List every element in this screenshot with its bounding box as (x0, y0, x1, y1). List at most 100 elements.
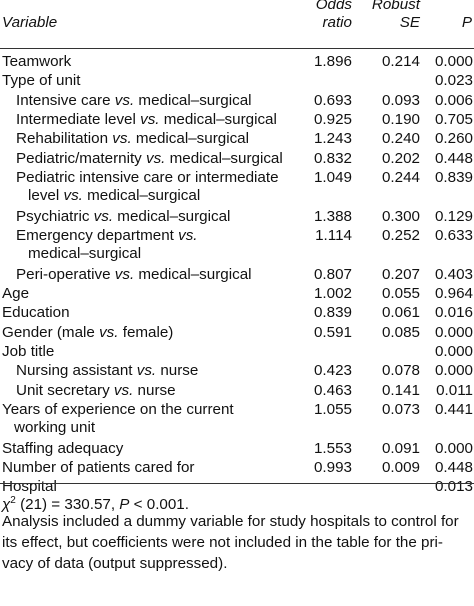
robust-se-value: 0.055 (381, 285, 420, 302)
row-label-line: Job title (2, 342, 55, 360)
odds-ratio-value: 1.553 (313, 439, 352, 457)
row-label-line: level vs. medical–surgical (28, 187, 201, 205)
robust-se-value: 0.244 (381, 168, 420, 186)
robust-se-value: 0.073 (381, 400, 420, 418)
header-odds-line1: Odds (315, 0, 352, 13)
row-label: Type of unit (2, 72, 81, 91)
bottom-rule (0, 483, 474, 484)
p-value: 0.839 (434, 168, 473, 186)
row-label-line: Unit secretary vs. nurse (16, 381, 176, 399)
header-se-line2: SE (399, 14, 420, 31)
odds-ratio-value: 0.423 (313, 362, 352, 380)
table-row: Rehabilitation vs. medical–surgical 1.243… (0, 130, 474, 149)
row-label: Intensive care vs. medical–surgical (16, 92, 252, 111)
row-label: Age (2, 285, 29, 304)
table-row: Nursing assistant vs. nurse 0.423 0.078 0.0… (0, 362, 474, 381)
p-value: 0.023 (434, 72, 473, 90)
p-value: 0.448 (434, 458, 473, 476)
row-label: Nursing assistant vs. nurse (16, 362, 198, 381)
row-label-line: Number of patients cared for (2, 458, 195, 476)
row-label-line: Age (2, 285, 30, 302)
row-label-line: Teamwork (2, 53, 72, 70)
p-value: 0.016 (434, 304, 473, 322)
table-row: Number of patients cared for 0.993 0.009 0.… (0, 459, 474, 478)
robust-se-value: 0.240 (381, 130, 420, 148)
odds-ratio-value: 1.049 (313, 168, 352, 186)
row-label-line: Pediatric intensive care or intermediate (16, 168, 279, 186)
robust-se-value: 0.141 (381, 381, 420, 399)
odds-ratio-value: 1.243 (313, 130, 352, 148)
header-p: P (461, 14, 472, 31)
table-row: Unit secretary vs. nurse 0.463 0.141 0.011 (0, 382, 474, 401)
row-label-line: Emergency department vs. (16, 226, 198, 244)
row-label: Pediatric intensive care or intermediate… (16, 169, 279, 206)
odds-ratio-value: 0.463 (313, 381, 352, 399)
footnote-line: its effect, but coefficients were not in… (2, 534, 443, 551)
row-label: Peri-operative vs. medical–surgical (16, 266, 252, 285)
row-label: Education (2, 304, 70, 323)
row-label-line: Staffing adequacy (2, 439, 124, 457)
header-rule (0, 48, 474, 49)
row-label-line: Education (2, 304, 70, 322)
p-value: 0.000 (434, 342, 473, 360)
chi-p-label: P (119, 496, 130, 514)
robust-se-value: 0.190 (381, 110, 420, 128)
p-value: 0.006 (434, 91, 473, 109)
robust-se-value: 0.091 (381, 439, 420, 457)
p-value: 0.705 (434, 110, 473, 128)
robust-se-value: 0.061 (381, 304, 420, 322)
p-value: 0.000 (434, 323, 473, 341)
row-label: Years of experience on the current workin… (2, 401, 234, 438)
header-odds-line2: ratio (322, 14, 352, 31)
table-row: Type of unit 0.023 (0, 72, 474, 91)
robust-se-value: 0.009 (381, 458, 420, 476)
row-label: Rehabilitation vs. medical–surgical (16, 130, 249, 149)
p-value: 0.000 (434, 362, 473, 380)
row-label-line: medical–surgical (28, 245, 142, 263)
chi-p-value: < 0.001. (129, 496, 189, 514)
table-row: Psychiatric vs. medical–surgical 1.388 0.3… (0, 208, 474, 227)
table-row: Intermediate level vs. medical–surgical 0… (0, 111, 474, 130)
header-robust-se: Robust SE (356, 0, 420, 32)
robust-se-value: 0.078 (381, 362, 420, 380)
header-odds-ratio: Odds ratio (292, 0, 352, 32)
odds-ratio-value: 1.002 (313, 285, 352, 302)
row-label: Unit secretary vs. nurse (16, 382, 176, 401)
odds-ratio-value: 1.388 (313, 207, 352, 225)
robust-se-value: 0.252 (381, 226, 420, 244)
robust-se-value: 0.202 (381, 149, 420, 167)
row-label: Hospital (2, 478, 57, 497)
header-se-line1: Robust (371, 0, 420, 13)
odds-ratio-value: 0.925 (313, 110, 352, 128)
table-row: Job title 0.000 (0, 343, 474, 362)
robust-se-value: 0.085 (381, 323, 420, 341)
odds-ratio-value: 1.055 (313, 400, 352, 418)
odds-ratio-value: 1.114 (315, 226, 352, 244)
row-label: Pediatric/maternity vs. medical–surgical (16, 150, 283, 169)
p-value: 0.260 (434, 130, 473, 148)
p-value: 0.000 (434, 53, 473, 70)
odds-ratio-value: 0.832 (313, 149, 352, 167)
row-label: Gender (male vs. female) (2, 324, 173, 343)
row-label-line: Psychiatric vs. medical–surgical (16, 207, 231, 225)
row-label-line: Years of experience on the current (2, 400, 234, 418)
chi-superscript: 2 (10, 495, 16, 506)
p-value: 0.011 (436, 381, 473, 399)
p-value: 0.000 (434, 439, 473, 457)
table-row: Peri-operative vs. medical–surgical 0.807… (0, 266, 474, 285)
robust-se-value: 0.214 (381, 53, 420, 70)
table-row: Intensive care vs. medical–surgical 0.693… (0, 92, 474, 111)
table-row: Emergency department vs. medical–surgical… (0, 227, 474, 266)
row-label: Number of patients cared for (2, 459, 194, 478)
odds-ratio-value: 0.839 (313, 304, 352, 322)
table-row: Pediatric/maternity vs. medical–surgical… (0, 150, 474, 169)
row-label-line: working unit (14, 419, 96, 437)
odds-ratio-value: 0.807 (313, 265, 352, 283)
row-label: Intermediate level vs. medical–surgical (16, 111, 277, 130)
row-label-line: Pediatric/maternity vs. medical–surgical (16, 149, 283, 167)
table-row: Pediatric intensive care or intermediate… (0, 169, 474, 208)
p-value: 0.448 (434, 149, 473, 167)
row-label: Staffing adequacy (2, 440, 123, 459)
p-value: 0.964 (434, 285, 473, 302)
row-label-line: Peri-operative vs. medical–surgical (16, 265, 252, 283)
